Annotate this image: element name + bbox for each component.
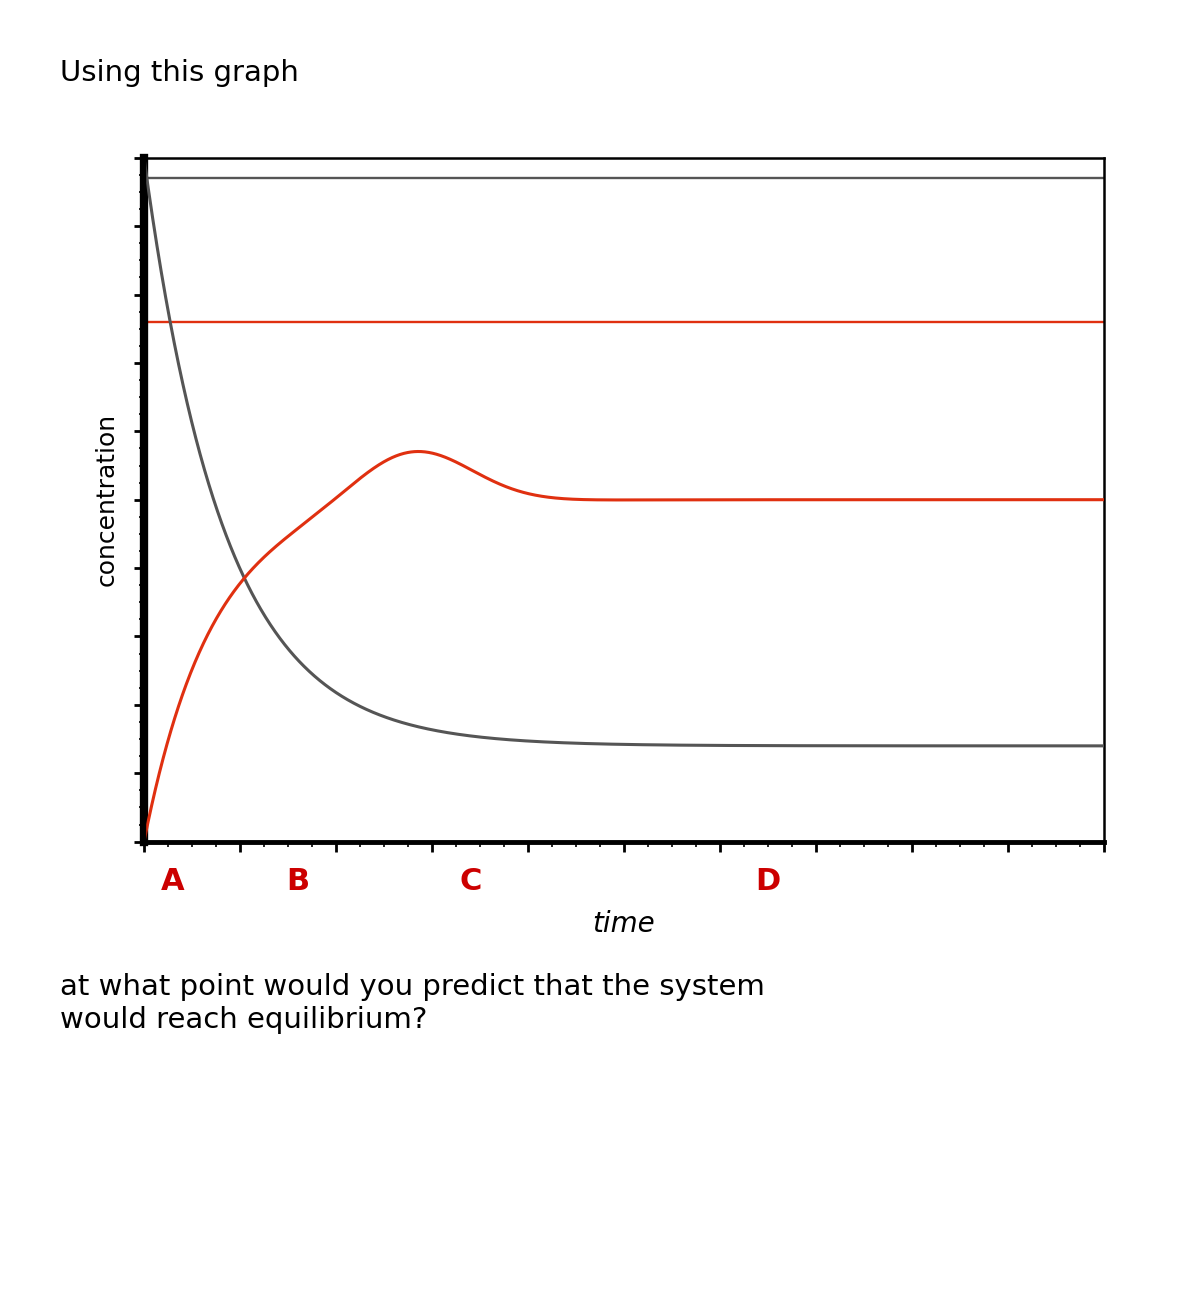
Text: B: B xyxy=(286,867,310,896)
Y-axis label: concentration: concentration xyxy=(95,413,119,586)
Text: A: A xyxy=(161,867,185,896)
Text: Using this graph: Using this graph xyxy=(60,59,299,87)
Text: at what point would you predict that the system
would reach equilibrium?: at what point would you predict that the… xyxy=(60,973,764,1034)
Text: C: C xyxy=(460,867,481,896)
Text: D: D xyxy=(755,867,781,896)
Text: time: time xyxy=(593,910,655,938)
